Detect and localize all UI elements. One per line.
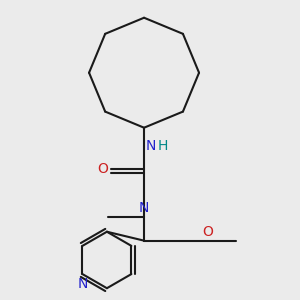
Text: N: N [139, 201, 149, 215]
Text: N: N [77, 277, 88, 291]
Text: N: N [146, 139, 156, 152]
Text: H: H [158, 140, 168, 153]
Text: O: O [202, 225, 213, 239]
Text: O: O [97, 162, 108, 176]
